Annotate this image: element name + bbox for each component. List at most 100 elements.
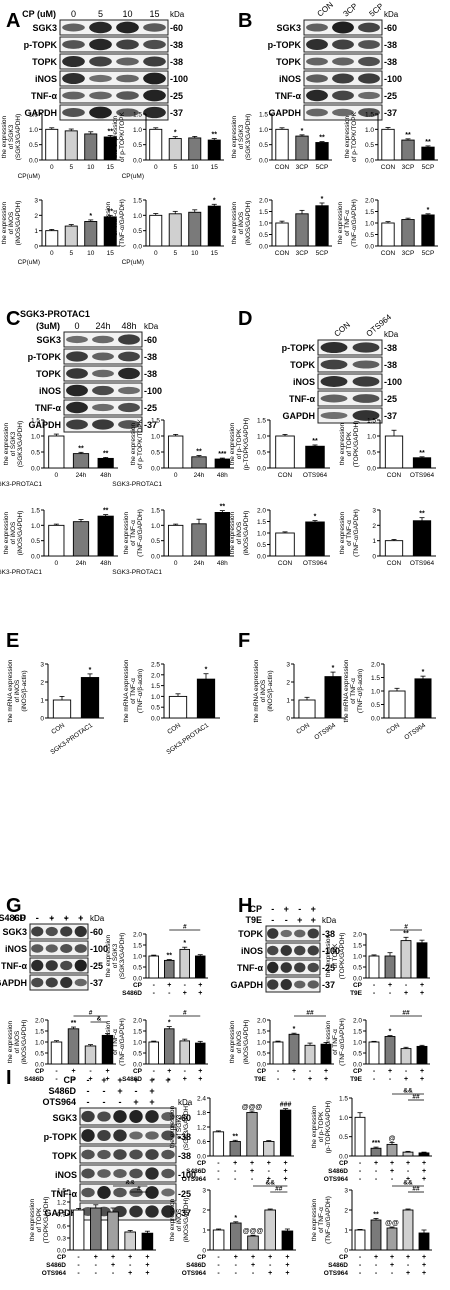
x-tick-label: CON [278, 560, 293, 567]
y-tick-label: 0.5 [31, 450, 40, 457]
blot-mw-label: -100 [178, 1170, 196, 1180]
bracket-label: # [183, 924, 187, 931]
y-tick-label: 1.5 [29, 112, 38, 119]
y-tick-label: 1.5 [353, 943, 362, 950]
factor-sign: + [324, 1068, 328, 1075]
blot-band [116, 39, 139, 50]
y-tick-label: 0.0 [353, 976, 362, 983]
y-axis-label: (TNF-α/GAPDH) [353, 509, 360, 557]
factor-sign: - [373, 990, 376, 997]
blot-mw-label: -37 [322, 980, 335, 990]
x-tick-label: 3CP [402, 164, 415, 171]
factor-label: CP [197, 1160, 207, 1167]
bar [188, 211, 202, 247]
bar [384, 435, 404, 469]
blot-factor-sign: + [117, 1086, 122, 1096]
factor-sign: - [277, 1076, 280, 1083]
y-tick-label: 1.5 [365, 209, 374, 216]
blot-band [118, 334, 140, 345]
blot-factor-sign: + [133, 1075, 138, 1085]
blot-band [320, 341, 348, 354]
blot-factor-sign: + [133, 1097, 138, 1107]
bar [384, 540, 404, 557]
factor-sign: + [268, 1254, 272, 1261]
y-tick-label: 0.0 [133, 244, 142, 251]
y-axis-label: of iNOS [236, 521, 243, 544]
blot-protein-label: TNF-α [275, 91, 301, 101]
factor-sign: - [153, 1068, 156, 1075]
blot-band [118, 367, 140, 380]
y-axis-label: (iNOS/GAPDH) [245, 201, 252, 246]
blot-head-label: (3uM) [36, 321, 60, 331]
blot-strip [29, 957, 89, 974]
y-tick-label: 0.5 [257, 450, 266, 457]
significance-label: * [183, 940, 186, 947]
blot-band [60, 926, 73, 937]
factor-sign: - [359, 1270, 362, 1277]
factor-sign: - [184, 1068, 187, 1075]
blot-factor-label: T9E [245, 915, 262, 925]
y-tick-label: 0.0 [257, 1062, 266, 1069]
x-tick-label: 0 [55, 472, 59, 479]
bar [48, 435, 65, 469]
y-axis-label: (TNF-α/GAPDH) [339, 1018, 346, 1066]
factor-sign: + [404, 1076, 408, 1083]
y-axis-label: of TOPK [346, 431, 353, 456]
blot-band [66, 351, 88, 362]
blot-band [294, 980, 306, 989]
y-axis-label: of p-TOPK [236, 428, 243, 459]
blot-mw-label: -37 [170, 108, 183, 118]
bar [368, 1041, 380, 1065]
bar [416, 1045, 428, 1065]
blot-lane-header: 0 [74, 321, 79, 331]
y-tick-label: 1.5 [57, 1188, 66, 1195]
blot-lane-header: 5CP [368, 2, 386, 19]
x-tick-label: 3CP [296, 164, 309, 171]
significance-label: * [427, 207, 430, 214]
y-axis-label: of TNF-α [350, 678, 357, 704]
factor-sign: - [217, 1254, 220, 1261]
y-axis-label: the expression [112, 115, 119, 158]
y-axis-label: the expression [325, 1020, 332, 1063]
significance-label: * [89, 667, 92, 674]
bar [275, 435, 295, 469]
y-axis-label: the expression [339, 422, 346, 465]
significance-label: ** [167, 953, 173, 960]
factor-sign: - [359, 1176, 362, 1183]
blot-factor-sign: + [149, 1075, 154, 1085]
factor-sign: + [198, 990, 202, 997]
blot-factor-sign: + [78, 913, 83, 923]
factor-sign: + [284, 1176, 288, 1183]
blot-factor-sign: - [50, 913, 53, 923]
factor-label: CP [35, 1068, 45, 1075]
bar [381, 222, 395, 247]
factor-sign: - [373, 982, 376, 989]
factor-label: S486D [46, 1262, 66, 1269]
bar [388, 690, 406, 719]
blot-protein-label: p-TOPK [268, 40, 302, 50]
bracket-label: && [126, 1180, 136, 1187]
bar [304, 1044, 316, 1065]
blot-strip [59, 53, 169, 70]
blot-band [62, 40, 85, 49]
y-axis-label: the expression [1, 201, 8, 244]
x-tick-label: CON [50, 722, 66, 736]
factor-sign: - [89, 1068, 92, 1075]
y-axis-label: of TNF-α [112, 210, 119, 236]
y-tick-label: 1.0 [31, 434, 40, 441]
significance-label: ** [220, 504, 226, 511]
y-tick-label: 2.0 [365, 198, 374, 205]
significance-label: ** [108, 128, 114, 135]
y-axis-label: the mRNA expression [7, 659, 14, 722]
blot-protein-label: TNF-α [237, 963, 263, 973]
y-axis-label: (iNOS/GAPDH) [243, 1020, 250, 1065]
blot-mw-label: -100 [144, 386, 162, 396]
bar [149, 128, 163, 161]
blot-band [145, 1167, 159, 1180]
y-axis-label: (SGK3/GAPDH) [119, 933, 126, 980]
y-tick-label: 2.0 [257, 1018, 266, 1025]
blot-protein-label: SGK3 [36, 335, 61, 345]
significance-label: * [332, 665, 335, 672]
blot-band [97, 1149, 111, 1160]
blot-band [320, 359, 348, 370]
